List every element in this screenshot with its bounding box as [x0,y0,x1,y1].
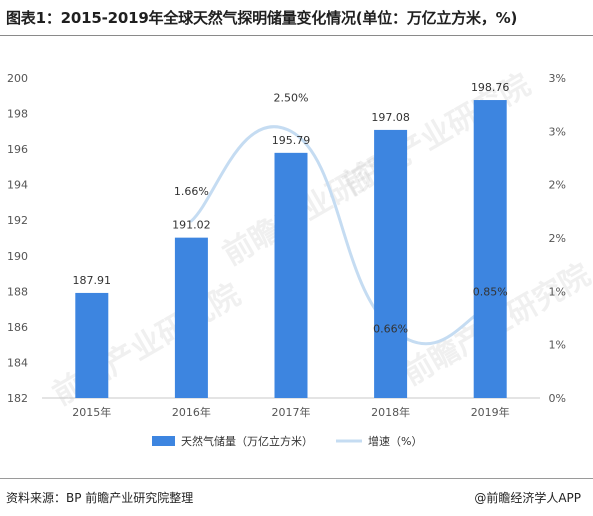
title-divider [0,35,593,36]
bar [473,100,507,399]
left-axis-tick-label: 198 [7,108,28,121]
growth-rate-line [189,125,492,346]
legend-line-label: 增速（%） [368,434,422,448]
right-axis-tick-label: 0% [549,392,566,405]
right-axis-tick-label: 2% [549,179,566,192]
left-axis-tick-label: 192 [7,214,28,227]
left-axis-tick-label: 200 [7,72,28,85]
bar-value-label: 197.08 [371,111,410,124]
chart-title: 图表1：2015-2019年全球天然气探明储量变化情况(单位：万亿立方米，%) [6,9,518,27]
brand-credit: @前瞻经济学人APP [474,491,581,505]
bar-value-label: 191.02 [172,219,211,232]
x-axis-tick-label: 2017年 [272,405,311,419]
footer-divider [0,478,593,479]
left-axis-tick-label: 186 [7,321,28,334]
bar [274,152,308,398]
left-axis-tick-label: 196 [7,143,28,156]
x-axis-tick-label: 2016年 [172,405,211,419]
x-axis-tick-label: 2015年 [72,405,111,419]
growth-rate-label: 2.50% [274,91,309,104]
bar-value-label: 195.79 [272,134,311,147]
left-axis-tick-label: 184 [7,356,28,369]
growth-rate-label: 0.85% [473,285,508,298]
left-axis-tick-label: 182 [7,392,28,405]
x-axis-tick-label: 2019年 [471,405,510,419]
right-axis-tick-label: 3% [549,72,566,85]
x-axis-tick-label: 2018年 [371,405,410,419]
bar-value-label: 187.91 [73,274,112,287]
legend-bar-swatch [152,436,175,446]
right-axis-tick-label: 1% [549,339,566,352]
right-axis-tick-label: 2% [549,232,566,245]
left-axis-tick-label: 188 [7,285,28,298]
right-axis-tick-label: 1% [549,285,566,298]
right-axis-tick-label: 3% [549,125,566,138]
source-note: 资料来源：BP 前瞻产业研究院整理 [6,491,194,505]
bar-value-label: 198.76 [471,81,510,94]
left-axis-tick-label: 190 [7,250,28,263]
legend-bar-label: 天然气储量（万亿立方米） [181,434,313,448]
bar [374,129,408,398]
bar [75,292,109,398]
growth-rate-label: 1.66% [174,185,209,198]
growth-rate-label: 0.66% [373,323,408,336]
bar [174,237,208,398]
left-axis-tick-label: 194 [7,179,28,192]
